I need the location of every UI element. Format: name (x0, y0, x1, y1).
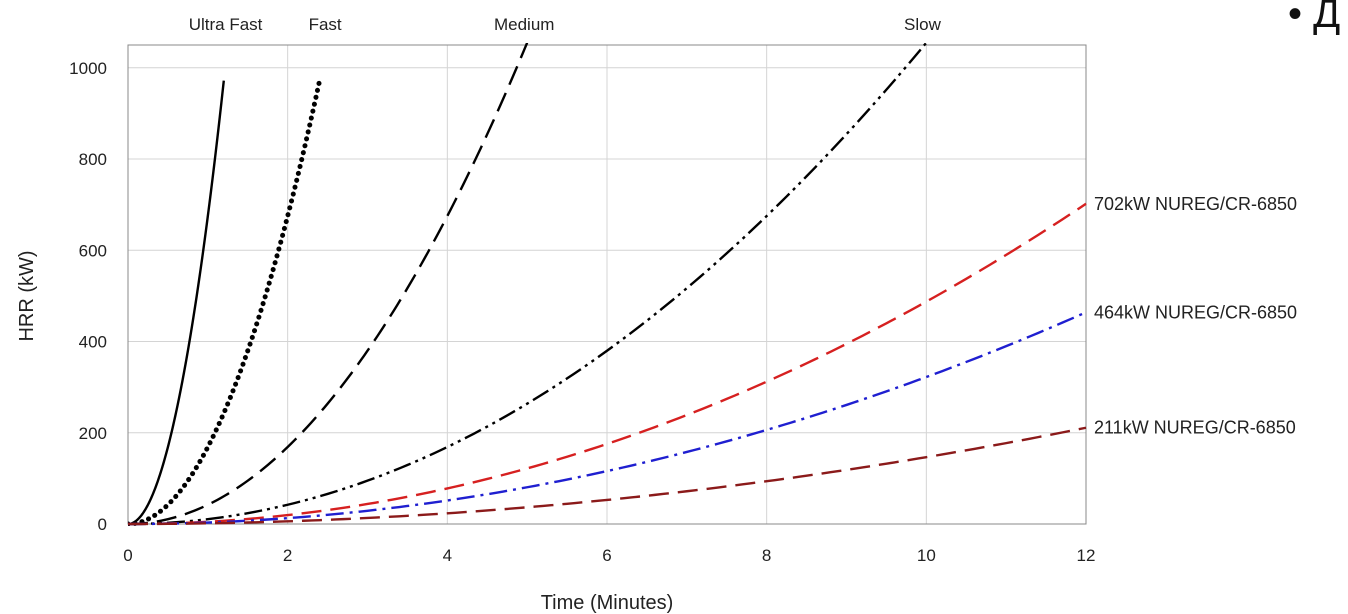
series-label-702kw-nureg-cr-6850: 702kW NUREG/CR-6850 (1094, 194, 1297, 214)
series-layer (128, 43, 1087, 526)
series-slow-line (128, 43, 928, 526)
x-tick-label: 2 (283, 546, 292, 565)
y-tick-label: 200 (79, 424, 107, 443)
y-tick-label: 0 (98, 515, 107, 534)
y-axis-ticks: 0 200 400 600 800 1000 (69, 59, 107, 534)
x-axis-label: Time (Minutes) (541, 592, 674, 614)
plot-frame (127, 44, 1087, 525)
series-label-medium: Medium (494, 15, 554, 34)
series-702kw-nureg-cr-6850-line (128, 202, 1087, 526)
y-tick-label: 800 (79, 150, 107, 169)
y-tick-label: 1000 (69, 59, 107, 78)
y-tick-label: 600 (79, 241, 107, 260)
x-tick-label: 6 (602, 546, 611, 565)
series-label-ultra-fast: Ultra Fast (189, 15, 263, 34)
y-tick-label: 400 (79, 333, 107, 352)
series-fast-line (128, 78, 323, 526)
grid (128, 45, 1086, 524)
x-tick-label: 0 (123, 546, 132, 565)
x-tick-label: 4 (443, 546, 452, 565)
series-label-464kw-nureg-cr-6850: 464kW NUREG/CR-6850 (1094, 302, 1297, 322)
x-tick-label: 10 (917, 546, 936, 565)
series-labels: Ultra Fast Fast Medium Slow 702kW NUREG/CR-6… (189, 15, 1297, 438)
x-tick-label: 8 (762, 546, 771, 565)
series-label-fast: Fast (309, 15, 342, 34)
series-medium-line (128, 43, 529, 526)
series-464kw-nureg-cr-6850-line (128, 311, 1087, 526)
series-label-211kw-nureg-cr-6850: 211kW NUREG/CR-6850 (1094, 418, 1296, 438)
x-tick-label: 12 (1077, 546, 1096, 565)
series-label-slow: Slow (904, 15, 942, 34)
y-axis-label: HRR (kW) (16, 250, 38, 341)
series-211kw-nureg-cr-6850-line (128, 426, 1087, 526)
x-axis-ticks: 0 2 4 6 8 10 12 (123, 546, 1095, 565)
slide-bullet-fragment: • Д (1288, 0, 1341, 36)
series-ultra-fast-line (128, 80, 225, 526)
